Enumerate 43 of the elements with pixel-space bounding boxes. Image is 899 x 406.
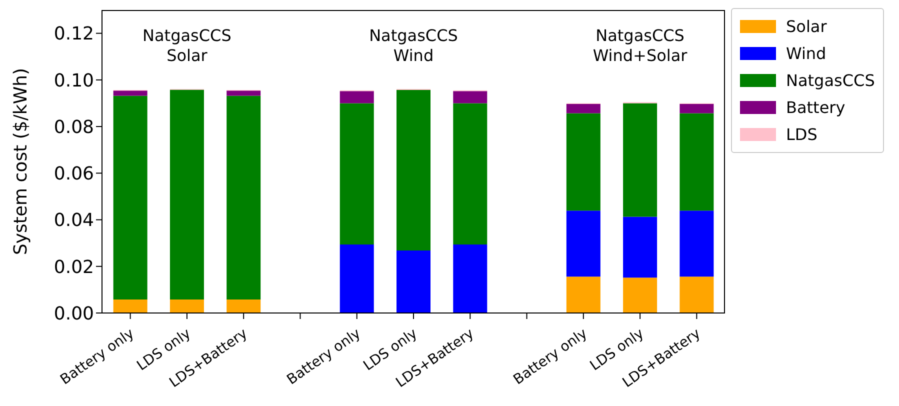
annotation: NatgasCCS Solar: [142, 26, 232, 65]
legend-label: Solar: [786, 17, 827, 36]
bar: [170, 299, 204, 313]
bar: [113, 96, 148, 300]
y-tick-label: 0.12: [54, 24, 94, 45]
bar: [340, 91, 374, 104]
y-tick-label: 0.04: [54, 210, 94, 232]
bar: [396, 90, 431, 251]
bar: [453, 103, 488, 244]
bar: [226, 299, 261, 313]
y-tick-label: 0.00: [54, 303, 94, 324]
y-axis-title: System cost ($/kWh): [10, 68, 32, 256]
annotation: NatgasCCS Wind: [368, 26, 459, 66]
bar: [623, 278, 658, 313]
bar: [113, 299, 148, 313]
bar: [453, 91, 488, 104]
bar: [680, 113, 714, 211]
bar: [453, 244, 488, 313]
y-tick-label: 0.02: [54, 256, 94, 278]
bar: [113, 90, 148, 96]
bar: [170, 90, 204, 300]
bar: [226, 90, 261, 96]
bar: [226, 96, 261, 300]
bar: [680, 276, 714, 313]
bar: [566, 113, 600, 211]
bar: [680, 210, 714, 277]
legend-label: NatgasCCS: [786, 71, 875, 90]
legend-label: LDS: [786, 125, 818, 144]
legend-label: Wind: [786, 44, 826, 63]
bar: [566, 210, 600, 277]
y-tick-label: 0.08: [54, 116, 94, 138]
bar: [566, 104, 600, 114]
legend-label: Battery: [786, 98, 846, 117]
bar: [566, 276, 600, 313]
annotation: NatgasCCS Wind+Solar: [592, 26, 688, 66]
y-tick-label: 0.06: [54, 164, 94, 185]
y-tick-label: 0.10: [54, 70, 94, 92]
bar: [340, 244, 374, 313]
bar: [623, 103, 658, 217]
bar: [680, 104, 714, 114]
bar: [396, 250, 431, 313]
bar: [623, 216, 658, 278]
bar: [340, 103, 374, 244]
